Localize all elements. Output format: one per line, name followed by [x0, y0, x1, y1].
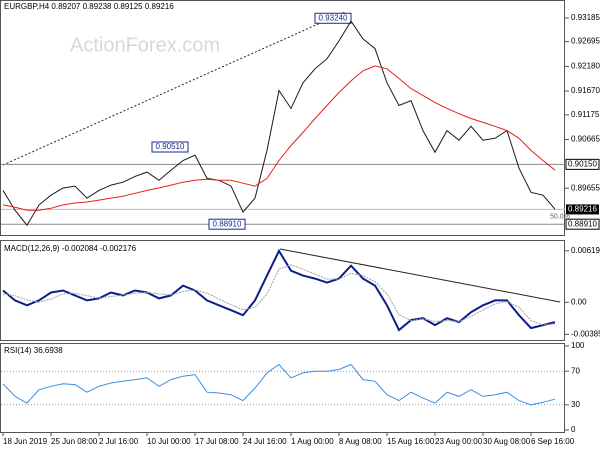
y-tick-label: 0.92180 — [571, 62, 600, 71]
x-tick-label: 17 Jul 08:00 — [195, 437, 239, 446]
price-annotation-box — [314, 12, 352, 24]
last-price-box — [566, 204, 599, 215]
level-label: 0.88910 — [568, 219, 597, 228]
x-tick-label: 30 Aug 08:00 — [483, 437, 531, 446]
x-tick-label: 8 Aug 08:00 — [339, 437, 382, 446]
y-tick-label: 0.92695 — [571, 37, 600, 46]
y-tick-label: 100 — [571, 341, 585, 350]
y-tick-label: 0.91670 — [571, 86, 600, 95]
level-label: 0.90150 — [568, 159, 597, 168]
macd-title: MACD(12,26,9) -0.002084 -0.002176 — [4, 244, 137, 253]
x-tick-label: 25 Jun 08:00 — [51, 437, 98, 446]
y-tick-label: 0.91175 — [571, 110, 600, 119]
series-line — [2, 65, 556, 211]
y-tick-label: 0.93185 — [571, 13, 600, 22]
rsi-title: RSI(14) 36.6938 — [4, 346, 63, 355]
x-tick-label: 6 Sep 16:00 — [531, 437, 575, 446]
fib-label: 50.0% — [550, 213, 570, 220]
level-box — [565, 158, 600, 170]
series-line — [2, 264, 556, 326]
macd-trend-line — [279, 248, 561, 303]
x-tick-label: 23 Aug 00:00 — [435, 437, 483, 446]
y-tick-label: 0.90665 — [571, 135, 600, 144]
x-tick-label: 2 Jul 16:00 — [99, 437, 139, 446]
price-panel — [0, 0, 565, 236]
x-tick-label: 24 Jul 16:00 — [243, 437, 287, 446]
y-tick-label: 30 — [571, 400, 580, 409]
chart-title: EURGBP,H4 0.89207 0.89238 0.89125 0.8921… — [4, 2, 174, 11]
series-line — [2, 20, 556, 227]
last-price-label: 0.89216 — [568, 205, 597, 214]
level-box — [565, 218, 600, 230]
x-tick-label: 15 Aug 16:00 — [387, 437, 435, 446]
trend-line — [2, 11, 346, 166]
series-line — [2, 248, 556, 332]
y-tick-label: 0.89655 — [571, 183, 600, 192]
watermark: ActionForex.com — [70, 34, 220, 56]
price-annotation-box — [208, 218, 246, 230]
y-tick-label: 70 — [571, 366, 580, 375]
macd-panel — [0, 240, 565, 341]
price-annotation-box — [151, 141, 189, 153]
x-tick-label: 1 Aug 00:00 — [291, 437, 334, 446]
price-annotation: 0.93240 — [319, 13, 348, 22]
y-tick-label: 0.006195 — [571, 246, 600, 255]
y-tick-label: 0 — [571, 425, 576, 434]
price-annotation: 0.88910 — [213, 219, 242, 228]
rsi-panel — [0, 343, 565, 433]
x-tick-label: 18 Jun 2019 — [3, 437, 48, 446]
y-tick-label: -0.003851 — [571, 329, 600, 338]
price-annotation: 0.90510 — [156, 142, 185, 151]
series-line — [2, 363, 556, 406]
x-tick-label: 10 Jul 00:00 — [147, 437, 191, 446]
y-tick-label: 0.00 — [571, 297, 587, 306]
